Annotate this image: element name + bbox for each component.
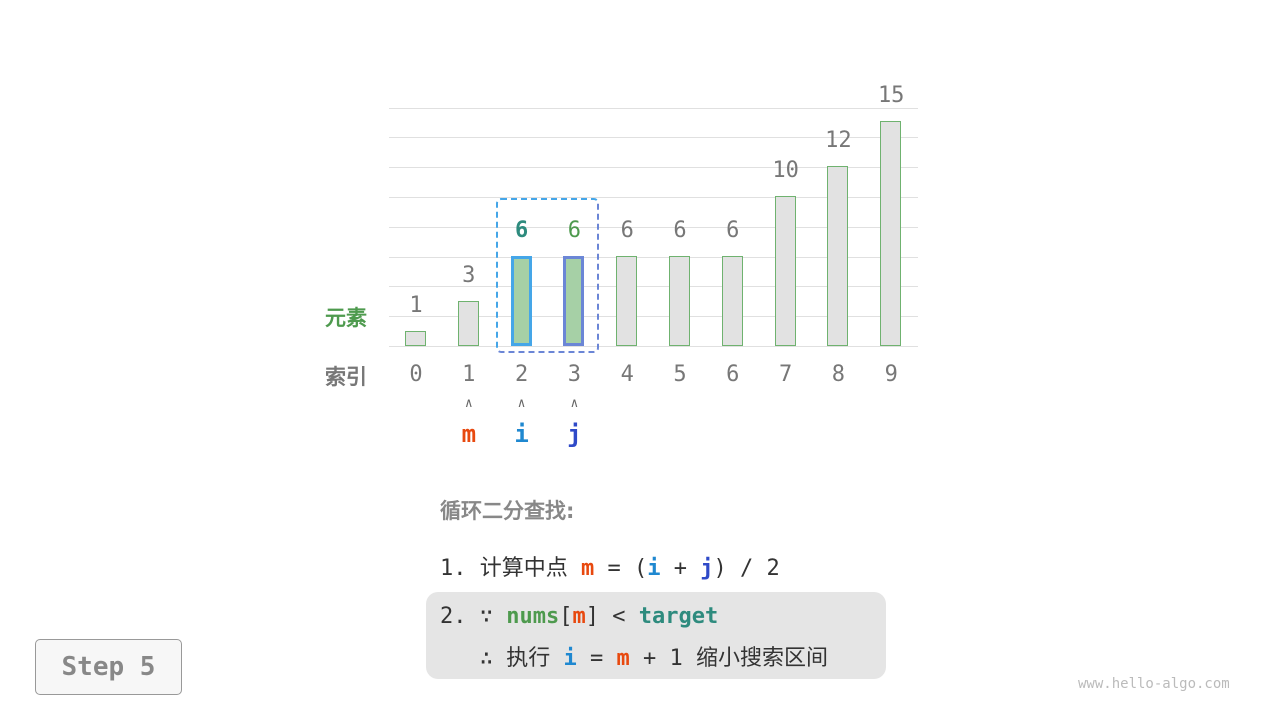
pointer-j: j	[567, 420, 582, 448]
because-symbol: ∵	[479, 604, 493, 629]
gridline	[389, 286, 918, 288]
bar-7	[774, 196, 796, 346]
bar-4	[616, 256, 638, 346]
index-label: 7	[778, 362, 793, 387]
index-label: 2	[514, 362, 529, 387]
bar-0	[405, 331, 426, 346]
step-button[interactable]: Step 5	[35, 639, 182, 695]
var-i: i	[563, 646, 577, 671]
desc-text: 缩小搜索区间	[696, 646, 829, 671]
bar-3	[563, 256, 585, 346]
pointer-arrow-icon: ∧	[570, 396, 579, 411]
value-label: 6	[620, 218, 634, 243]
index-label: 9	[884, 362, 898, 387]
gridline	[389, 256, 918, 258]
var-m: m	[616, 646, 630, 671]
divide-2: / 2	[740, 556, 780, 581]
gridline	[389, 137, 918, 139]
value-label: 1	[409, 293, 423, 318]
index-label: 6	[726, 362, 740, 387]
gridline	[389, 226, 918, 228]
bar-9	[880, 121, 902, 346]
bracket: [	[559, 604, 573, 629]
value-label: 3	[462, 263, 476, 288]
var-i: i	[647, 556, 661, 581]
current-step-highlight	[426, 592, 886, 679]
value-label: 6	[514, 218, 529, 243]
bar-2	[510, 256, 532, 346]
gridline	[389, 316, 918, 318]
search-interval-box	[496, 198, 599, 353]
bar-8	[827, 166, 849, 346]
gridline	[389, 107, 918, 109]
plus-one: + 1	[643, 646, 683, 671]
index-label: 3	[567, 362, 582, 387]
therefore-symbol: ∴	[479, 646, 493, 671]
exec-text: 执行	[506, 646, 551, 671]
var-target: target	[638, 604, 719, 629]
index-label: 5	[673, 362, 687, 387]
gridline	[389, 167, 918, 169]
bracket: ]	[585, 604, 599, 629]
step-line-3: ∴ 执行 i = m + 1 缩小搜索区间	[440, 640, 828, 672]
indices-row-label: 索引	[325, 365, 367, 389]
var-m: m	[572, 604, 586, 629]
paren: )	[713, 556, 727, 581]
value-label: 15	[877, 83, 905, 108]
var-m: m	[581, 556, 595, 581]
value-label: 6	[726, 218, 740, 243]
step-line-2: 2. ∵ nums[m] < target	[440, 604, 718, 629]
equals: =	[607, 556, 621, 581]
paren: (	[634, 556, 648, 581]
step-number: 1.	[440, 556, 467, 581]
gridline	[389, 197, 918, 198]
index-label: 4	[620, 362, 634, 387]
step-number: 2.	[440, 604, 467, 629]
gridline	[389, 346, 918, 347]
steps-title: 循环二分查找:	[440, 499, 575, 523]
bar-5	[669, 256, 690, 346]
var-nums: nums	[506, 604, 560, 629]
index-label: 1	[462, 362, 476, 387]
values-row-label: 元素	[325, 306, 367, 330]
index-label: 8	[831, 362, 846, 387]
index-label: 0	[409, 362, 423, 387]
plus: +	[673, 556, 688, 581]
less-than: <	[612, 604, 626, 629]
bar-6	[721, 256, 743, 346]
value-label: 12	[825, 128, 852, 153]
pointer-arrow-icon: ∧	[517, 396, 526, 411]
equals: =	[590, 646, 604, 671]
pointer-i: i	[514, 420, 529, 448]
value-label: 6	[673, 218, 687, 243]
var-j: j	[700, 556, 714, 581]
watermark: www.hello-algo.com	[1078, 676, 1230, 692]
pointer-m: m	[461, 420, 477, 448]
step-text: 计算中点	[479, 556, 568, 581]
value-label: 6	[567, 218, 582, 243]
pointer-arrow-icon: ∧	[464, 396, 473, 411]
step-line-1: 1. 计算中点 m = (i + j) / 2	[440, 550, 780, 582]
bar-1	[457, 301, 479, 346]
value-label: 10	[772, 158, 799, 183]
